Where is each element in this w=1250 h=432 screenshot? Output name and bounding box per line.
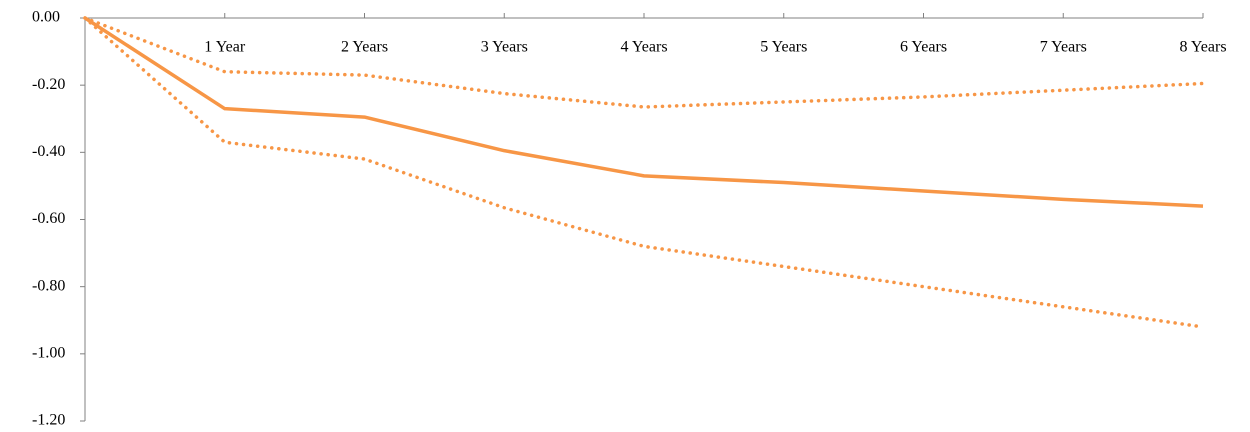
y-tick-label: -0.40 bbox=[32, 143, 65, 160]
series-line bbox=[83, 16, 1205, 329]
series-line bbox=[84, 16, 1204, 208]
y-tick-label: 0.00 bbox=[32, 9, 60, 26]
x-tick-label: 3 Years bbox=[481, 39, 528, 56]
x-tick-label: 4 Years bbox=[620, 39, 667, 56]
y-tick-label: -0.20 bbox=[32, 76, 65, 93]
series-line bbox=[83, 16, 1205, 109]
y-tick-label: -0.60 bbox=[32, 210, 65, 227]
x-tick-label: 1 Year bbox=[204, 39, 246, 56]
y-tick-label: -0.80 bbox=[32, 277, 65, 294]
y-tick-label: -1.20 bbox=[32, 412, 65, 429]
y-tick-label: -1.00 bbox=[32, 345, 65, 362]
x-tick-label: 2 Years bbox=[341, 39, 388, 56]
x-tick-label: 8 Years bbox=[1179, 39, 1226, 56]
x-tick-label: 5 Years bbox=[760, 39, 807, 56]
x-tick-label: 6 Years bbox=[900, 39, 947, 56]
x-tick-label: 7 Years bbox=[1040, 39, 1087, 56]
